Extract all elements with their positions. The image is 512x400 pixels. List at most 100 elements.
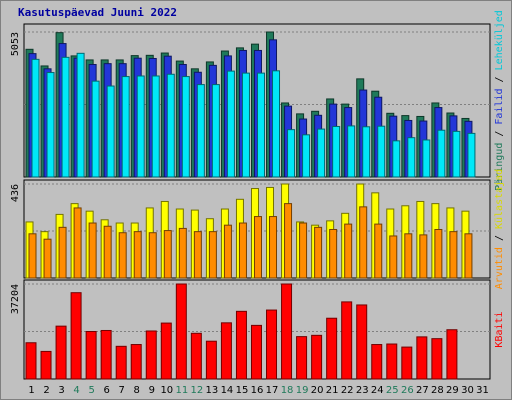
x-tick-label: 21 xyxy=(326,385,339,396)
x-tick-label: 6 xyxy=(103,385,109,396)
bar-top-leheküljed-2 xyxy=(46,72,55,178)
bar-bottom-kbaiti-5 xyxy=(85,331,97,380)
bar-top-leheküljed-12 xyxy=(196,84,205,178)
bar-bottom-kbaiti-9 xyxy=(145,330,157,380)
bar-top-leheküljed-9 xyxy=(151,75,160,178)
bar-bottom-kbaiti-17 xyxy=(266,309,278,380)
bar-middle-arvutid-16 xyxy=(253,216,262,279)
bar-top-leheküljed-29 xyxy=(452,130,461,178)
legend-entry: Arvutid xyxy=(494,247,505,289)
x-tick-label: 7 xyxy=(119,385,125,396)
x-tick-label: 28 xyxy=(431,385,444,396)
bar-top-leheküljed-3 xyxy=(61,56,70,178)
bar-bottom-kbaiti-21 xyxy=(326,317,338,380)
bar-bottom-kbaiti-19 xyxy=(296,336,308,380)
bar-middle-arvutid-3 xyxy=(58,226,67,279)
x-tick-label: 9 xyxy=(149,385,155,396)
bar-top-leheküljed-1 xyxy=(31,58,40,178)
bar-bottom-kbaiti-2 xyxy=(40,350,52,380)
x-tick-label: 18 xyxy=(281,385,294,396)
x-tick-label: 17 xyxy=(266,385,279,396)
x-tick-label: 16 xyxy=(251,385,264,396)
bar-middle-arvutid-12 xyxy=(193,231,202,279)
bar-middle-arvutid-25 xyxy=(389,235,398,279)
bar-middle-arvutid-24 xyxy=(374,223,383,279)
bar-top-leheküljed-19 xyxy=(302,134,311,178)
bar-bottom-kbaiti-4 xyxy=(70,292,82,380)
x-tick-label: 10 xyxy=(160,385,173,396)
bar-middle-arvutid-30 xyxy=(464,233,473,279)
x-tick-label: 24 xyxy=(371,385,384,396)
x-tick-label: 27 xyxy=(416,385,429,396)
x-tick-label: 12 xyxy=(191,385,204,396)
bar-middle-arvutid-4 xyxy=(73,207,82,279)
bar-middle-arvutid-9 xyxy=(148,232,157,279)
bar-middle-arvutid-26 xyxy=(404,233,413,279)
x-tick-label: 15 xyxy=(236,385,249,396)
bar-middle-arvutid-17 xyxy=(269,216,278,279)
y-max-label: 37204 xyxy=(10,284,21,314)
bar-top-leheküljed-6 xyxy=(106,85,115,178)
legend-entry: Päringud xyxy=(494,143,505,191)
bar-bottom-kbaiti-28 xyxy=(431,338,443,380)
bar-top-leheküljed-11 xyxy=(181,76,190,178)
bar-top-leheküljed-14 xyxy=(226,70,235,178)
x-tick-label: 1 xyxy=(28,385,34,396)
bar-middle-arvutid-11 xyxy=(178,227,187,279)
bar-top-leheküljed-16 xyxy=(256,72,265,178)
bar-top-leheküljed-15 xyxy=(241,72,250,178)
bar-bottom-kbaiti-6 xyxy=(100,329,112,380)
bar-middle-arvutid-19 xyxy=(299,222,308,279)
bar-top-leheküljed-5 xyxy=(91,80,100,178)
bar-bottom-kbaiti-3 xyxy=(55,325,67,380)
legend-entry: KBaiti xyxy=(494,311,505,347)
bar-middle-arvutid-8 xyxy=(133,231,142,279)
x-tick-label: 29 xyxy=(446,385,459,396)
bar-top-leheküljed-20 xyxy=(317,128,326,178)
bar-middle-arvutid-13 xyxy=(208,231,217,279)
bar-top-leheküljed-24 xyxy=(377,125,386,178)
bar-top-leheküljed-18 xyxy=(287,129,296,178)
bar-middle-arvutid-6 xyxy=(103,225,112,279)
bar-middle-arvutid-1 xyxy=(28,233,37,279)
bar-bottom-kbaiti-1 xyxy=(25,342,37,380)
x-tick-label: 26 xyxy=(401,385,414,396)
bar-top-leheküljed-28 xyxy=(437,129,446,178)
bar-bottom-kbaiti-15 xyxy=(235,310,247,380)
bar-middle-arvutid-15 xyxy=(238,222,247,279)
bar-bottom-kbaiti-27 xyxy=(416,336,428,380)
x-axis-ticks: 1 2 3 4 5 6 7 8 9 10 11 12 13 14 15 16 17 18 19 20 21 22 23 24 2… xyxy=(28,385,489,396)
bar-top-leheküljed-23 xyxy=(362,126,371,178)
bar-bottom-kbaiti-18 xyxy=(281,283,293,380)
legend-entry: / xyxy=(494,70,505,88)
bar-middle-arvutid-20 xyxy=(314,226,323,279)
bar-top-leheküljed-10 xyxy=(166,73,175,178)
bar-top-leheküljed-25 xyxy=(392,140,401,178)
x-tick-label: 4 xyxy=(73,385,79,396)
bar-top-leheküljed-17 xyxy=(272,70,281,178)
bar-middle-arvutid-28 xyxy=(434,228,443,279)
bar-bottom-kbaiti-20 xyxy=(311,334,323,380)
legend-middle: Arvutid / Külastajad xyxy=(494,169,505,289)
bar-bottom-kbaiti-16 xyxy=(250,324,262,380)
bar-top-leheküljed-27 xyxy=(422,139,431,178)
bar-middle-arvutid-23 xyxy=(359,206,368,279)
legend-bottom: KBaiti xyxy=(494,311,505,347)
bar-bottom-kbaiti-14 xyxy=(220,322,232,380)
bar-bottom-kbaiti-24 xyxy=(371,344,383,380)
bar-middle-arvutid-7 xyxy=(118,232,127,279)
legend-entry: / xyxy=(494,229,505,247)
bar-middle-arvutid-14 xyxy=(223,224,232,279)
x-tick-label: 25 xyxy=(386,385,399,396)
x-tick-label: 30 xyxy=(461,385,474,396)
panel-middle: 436 Arvutid / Külastajad xyxy=(10,169,505,289)
bar-top-leheküljed-30 xyxy=(467,132,476,178)
bar-bottom-kbaiti-12 xyxy=(190,332,202,380)
bar-middle-arvutid-10 xyxy=(163,230,172,279)
bar-top-leheküljed-13 xyxy=(211,84,220,178)
bar-middle-arvutid-27 xyxy=(419,234,428,279)
y-max-label: 436 xyxy=(10,184,21,202)
bar-middle-arvutid-2 xyxy=(43,238,52,279)
bar-middle-arvutid-29 xyxy=(449,231,458,279)
